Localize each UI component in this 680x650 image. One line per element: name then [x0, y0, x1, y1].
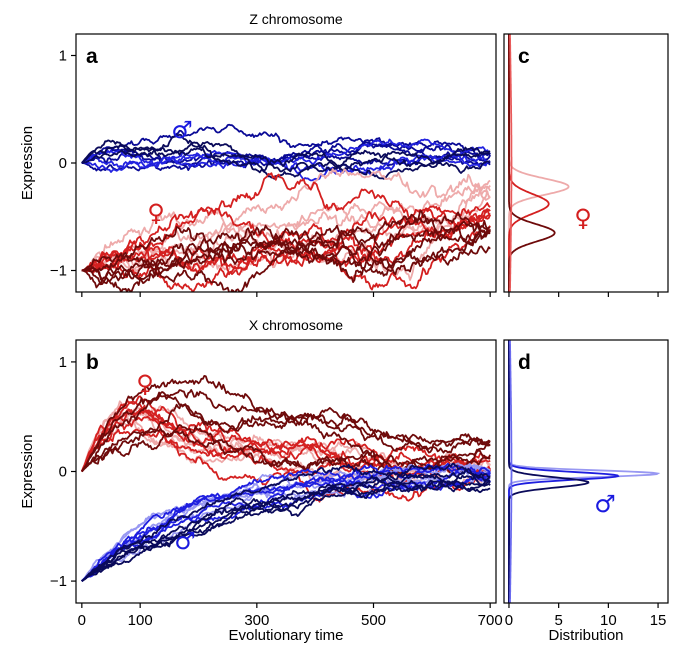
x-axis-title: Evolutionary time — [228, 627, 343, 644]
x-tick-label: 0 — [505, 612, 513, 629]
y-axis-title: Expression — [19, 126, 36, 200]
density-curve — [508, 34, 570, 292]
series-line-male — [81, 476, 491, 582]
density-curve — [508, 34, 550, 292]
series-line-male — [81, 133, 491, 180]
density-curve — [508, 34, 556, 292]
panel-d: 0 5 10 15 Distribution d ♂ — [503, 339, 669, 644]
female-symbol: ♀ — [136, 370, 154, 398]
series-line-female — [81, 224, 492, 281]
y-tick-label: −1 — [50, 573, 67, 590]
y-tick-label: 0 — [59, 155, 67, 172]
series-line-male — [81, 123, 491, 164]
y-tick-label: 1 — [59, 354, 67, 371]
female-symbol: ♀ — [574, 204, 592, 232]
series-line-female — [81, 403, 491, 475]
series-line-male — [81, 136, 491, 167]
plot-area-c — [508, 34, 570, 292]
series-line-male — [81, 466, 491, 582]
male-symbol: ♂ — [171, 116, 193, 144]
density-curve — [509, 340, 513, 603]
series-line-male — [81, 138, 491, 169]
panel-letter: a — [86, 45, 98, 68]
series-line-male — [81, 473, 491, 582]
axes-frame-d — [503, 339, 669, 604]
plot-area-d — [508, 340, 661, 603]
x-tick-label: 5 — [554, 612, 562, 629]
axes-frame-c — [503, 33, 669, 293]
x-tick-label: 10 — [600, 612, 617, 629]
density-curve — [508, 340, 661, 603]
y-tick-label: −1 — [50, 263, 67, 280]
series-line-male — [81, 477, 491, 582]
male-symbol: ♂ — [174, 527, 196, 555]
panel-letter: b — [86, 351, 99, 374]
density-curve — [509, 34, 513, 292]
x-tick-label: 100 — [128, 612, 153, 629]
female-symbol: ♀ — [147, 199, 165, 227]
panel-letter: c — [518, 45, 530, 68]
series-line-female — [81, 375, 491, 473]
x-tick-label: 15 — [650, 612, 667, 629]
density-curve — [508, 340, 620, 603]
panel-b: 0 100 300 500 700 1 0 −1 Expression X chromosome E… — [19, 317, 503, 644]
series-line-female — [81, 229, 491, 292]
series-line-male — [81, 474, 491, 582]
x-tick-label: 0 — [78, 612, 86, 629]
panel-title: Z chromosome — [249, 11, 343, 27]
density-curve — [508, 340, 590, 603]
plot-area-a — [81, 123, 492, 292]
male-symbol: ♂ — [594, 490, 616, 518]
series-line-male — [81, 149, 491, 173]
series-line-male — [81, 463, 491, 582]
x-axis-title: Distribution — [548, 627, 623, 644]
panel-letter: d — [518, 351, 531, 374]
series-line-female — [81, 424, 491, 474]
panel-a: 1 0 −1 Expression Z chromosome a ♂ ♀ — [19, 11, 497, 297]
plot-area-b — [80, 375, 491, 582]
y-tick-label: 0 — [59, 464, 67, 481]
series-line-male — [81, 142, 491, 174]
x-tick-label: 300 — [244, 612, 269, 629]
panel-title: X chromosome — [249, 317, 343, 333]
series-line-female — [81, 168, 491, 272]
panel-c: c♀ — [503, 33, 669, 297]
series-line-male — [81, 147, 491, 180]
series-line-female — [80, 415, 491, 503]
series-line-female — [81, 225, 491, 284]
series-line-female — [81, 207, 491, 273]
series-line-male — [81, 467, 491, 582]
y-axis-title: Expression — [19, 434, 36, 508]
x-tick-label: 500 — [361, 612, 386, 629]
series-line-female — [80, 406, 491, 476]
x-tick-label: 700 — [478, 612, 503, 629]
y-tick-label: 1 — [59, 48, 67, 65]
